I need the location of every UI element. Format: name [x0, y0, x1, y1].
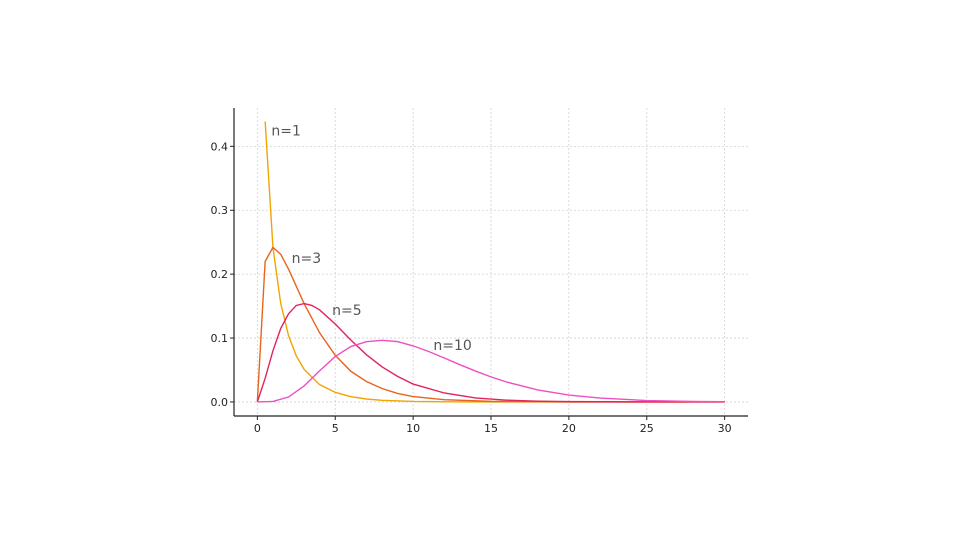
x-tick-label: 0 [254, 422, 261, 435]
series [256, 121, 725, 403]
series-label-n-1: n=1 [271, 123, 301, 139]
series-label-n-3: n=3 [292, 251, 322, 267]
y-tick-label: 0.0 [211, 396, 229, 409]
series-labels: n=1 n=3 n=5 n=10 [271, 123, 471, 354]
y-tick-label: 0.1 [211, 332, 229, 345]
x-tick-label: 15 [484, 422, 498, 435]
series-line-n-3 [256, 246, 725, 403]
series-label-n-10: n=10 [433, 338, 471, 354]
series-line-n-1 [264, 121, 725, 403]
series-line-n-10 [257, 339, 725, 403]
y-tick-label: 0.2 [211, 268, 229, 281]
x-tick-label: 25 [640, 422, 654, 435]
y-tick-label: 0.3 [211, 204, 229, 217]
y-tick-label: 0.4 [211, 140, 229, 153]
x-tick-label: 10 [406, 422, 420, 435]
x-tick-label: 20 [562, 422, 576, 435]
x-tick-label: 5 [332, 422, 339, 435]
ticks: 0 5 10 15 20 25 30 0.0 0.1 0.2 0.3 0.4 [211, 140, 732, 435]
x-tick-label: 30 [718, 422, 732, 435]
series-label-n-5: n=5 [332, 303, 362, 319]
series-line-n-5 [256, 302, 725, 403]
